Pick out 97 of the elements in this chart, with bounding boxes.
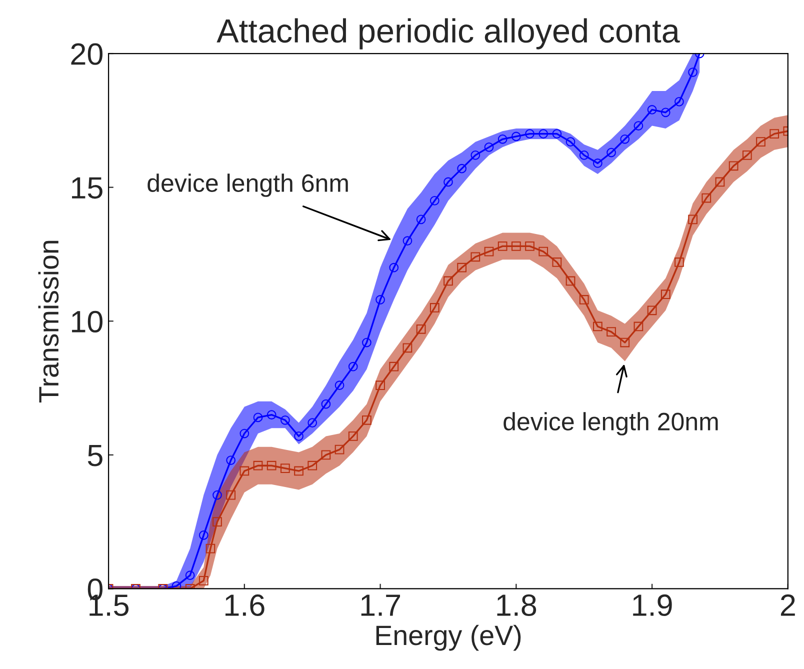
y-tick-label: 10 <box>72 310 102 332</box>
point <box>430 196 440 206</box>
point <box>321 399 331 409</box>
point <box>484 246 494 256</box>
point <box>620 134 630 144</box>
point <box>674 97 684 106</box>
point <box>376 295 385 304</box>
point <box>566 137 576 147</box>
point <box>240 466 250 476</box>
point <box>498 134 508 144</box>
point <box>240 428 250 438</box>
point <box>444 177 453 187</box>
point <box>444 276 453 286</box>
point <box>185 570 195 580</box>
point <box>620 338 630 348</box>
point <box>498 242 508 251</box>
annotation: device length 20nm <box>504 412 718 436</box>
point <box>362 338 372 348</box>
point <box>702 193 712 203</box>
y-axis-title: Transmission <box>38 240 59 403</box>
chart-title: Attached periodic alloyed conta <box>216 18 680 50</box>
point <box>198 530 208 540</box>
point <box>294 432 304 441</box>
point <box>457 164 467 174</box>
point <box>348 432 358 441</box>
point <box>538 246 548 256</box>
point <box>770 129 780 138</box>
point <box>253 412 263 422</box>
point <box>552 258 562 267</box>
point <box>579 150 589 160</box>
point <box>226 456 236 465</box>
x-axis-title: Energy (eV) <box>376 624 521 651</box>
point <box>376 380 385 390</box>
point <box>430 303 440 312</box>
point <box>660 290 670 300</box>
y-tick-label: 15 <box>72 177 102 199</box>
x-tick-label: 1.9 <box>633 594 672 616</box>
point <box>294 466 304 476</box>
point <box>172 581 182 589</box>
point <box>362 415 372 425</box>
point <box>484 142 494 152</box>
point <box>308 418 318 428</box>
point <box>348 362 358 372</box>
point <box>280 415 290 425</box>
point <box>647 105 657 114</box>
point <box>402 343 412 353</box>
point <box>198 576 208 586</box>
point <box>579 295 589 304</box>
point <box>212 517 222 527</box>
point <box>552 129 562 138</box>
x-tick-label: 1.7 <box>361 594 400 616</box>
point <box>389 362 399 372</box>
point <box>321 450 331 460</box>
point <box>593 322 602 332</box>
point <box>416 214 426 224</box>
point <box>728 161 738 171</box>
point <box>266 460 276 470</box>
annotation: device length 6nm <box>148 174 348 197</box>
y-tick-label: 20 <box>71 43 102 65</box>
point <box>688 214 698 224</box>
point <box>647 306 657 316</box>
point <box>266 410 276 420</box>
point <box>634 322 644 332</box>
point <box>416 324 426 334</box>
point <box>280 464 290 473</box>
point <box>206 544 216 554</box>
point <box>756 137 766 147</box>
point <box>253 460 263 470</box>
point <box>308 460 318 470</box>
point <box>606 327 616 337</box>
point <box>606 148 616 158</box>
point <box>334 444 344 454</box>
point <box>742 150 752 160</box>
point <box>525 242 534 251</box>
point <box>334 380 344 390</box>
point <box>470 150 480 160</box>
point <box>674 258 684 267</box>
point <box>538 129 548 138</box>
point <box>226 490 236 500</box>
point <box>634 121 644 130</box>
point <box>525 129 534 138</box>
point <box>566 276 576 286</box>
point <box>715 177 725 187</box>
point <box>212 490 222 500</box>
point <box>457 262 467 272</box>
point <box>470 252 480 262</box>
point <box>593 158 602 168</box>
x-tick-label: 1.6 <box>226 594 264 616</box>
point <box>660 108 670 118</box>
x-tick-label: 2 <box>780 594 795 616</box>
y-tick-label: 5 <box>88 444 102 466</box>
x-tick-label: 1.8 <box>497 594 536 616</box>
point <box>389 262 399 272</box>
point <box>511 132 521 142</box>
point <box>511 242 521 251</box>
point <box>688 68 698 77</box>
point <box>402 236 412 246</box>
